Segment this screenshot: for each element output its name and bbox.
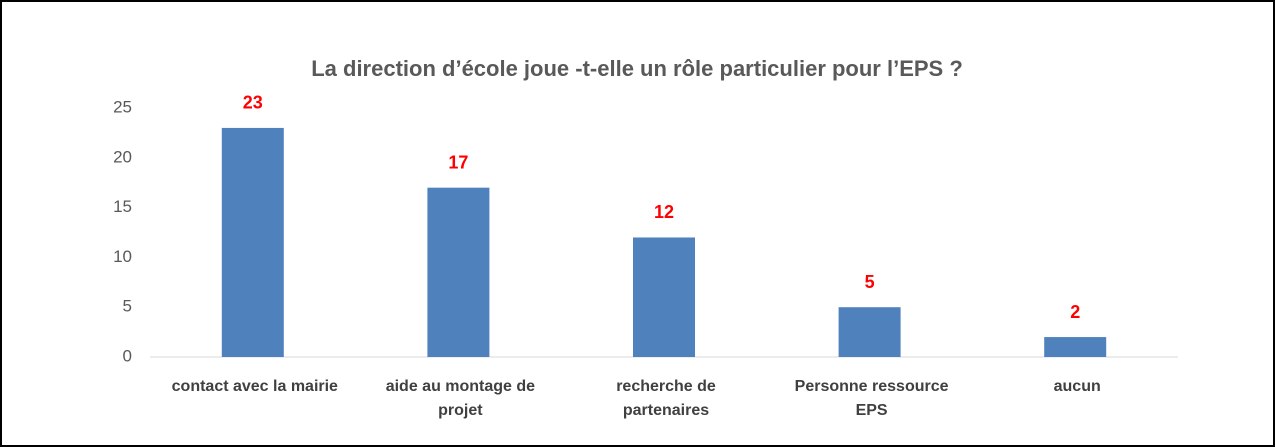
y-tick-label: 25 xyxy=(113,97,132,116)
x-tick-label: Personne ressource EPS xyxy=(794,378,949,419)
y-tick-label: 15 xyxy=(113,197,132,216)
chart-title: La direction d’école joue -t-elle un rôl… xyxy=(311,56,963,81)
value-label: 17 xyxy=(448,152,468,172)
bar xyxy=(838,307,901,357)
value-label: 5 xyxy=(865,272,875,292)
bar xyxy=(221,127,284,357)
x-tick-label: recherche de partenaires xyxy=(616,378,716,419)
x-tick-label: aucun xyxy=(1053,378,1101,395)
y-tick-label: 20 xyxy=(113,147,132,166)
y-tick-label: 0 xyxy=(123,346,132,365)
bar xyxy=(427,187,490,357)
value-label: 23 xyxy=(243,93,263,113)
y-tick-label: 5 xyxy=(123,297,132,316)
value-label: 12 xyxy=(654,202,674,222)
x-tick-label: contact avec la mairie xyxy=(171,378,338,395)
bar xyxy=(633,237,695,357)
y-tick-label: 10 xyxy=(113,247,132,266)
value-label: 2 xyxy=(1070,302,1080,322)
bar xyxy=(1044,337,1107,357)
x-tick-label: aide au montage de projet xyxy=(385,378,536,419)
